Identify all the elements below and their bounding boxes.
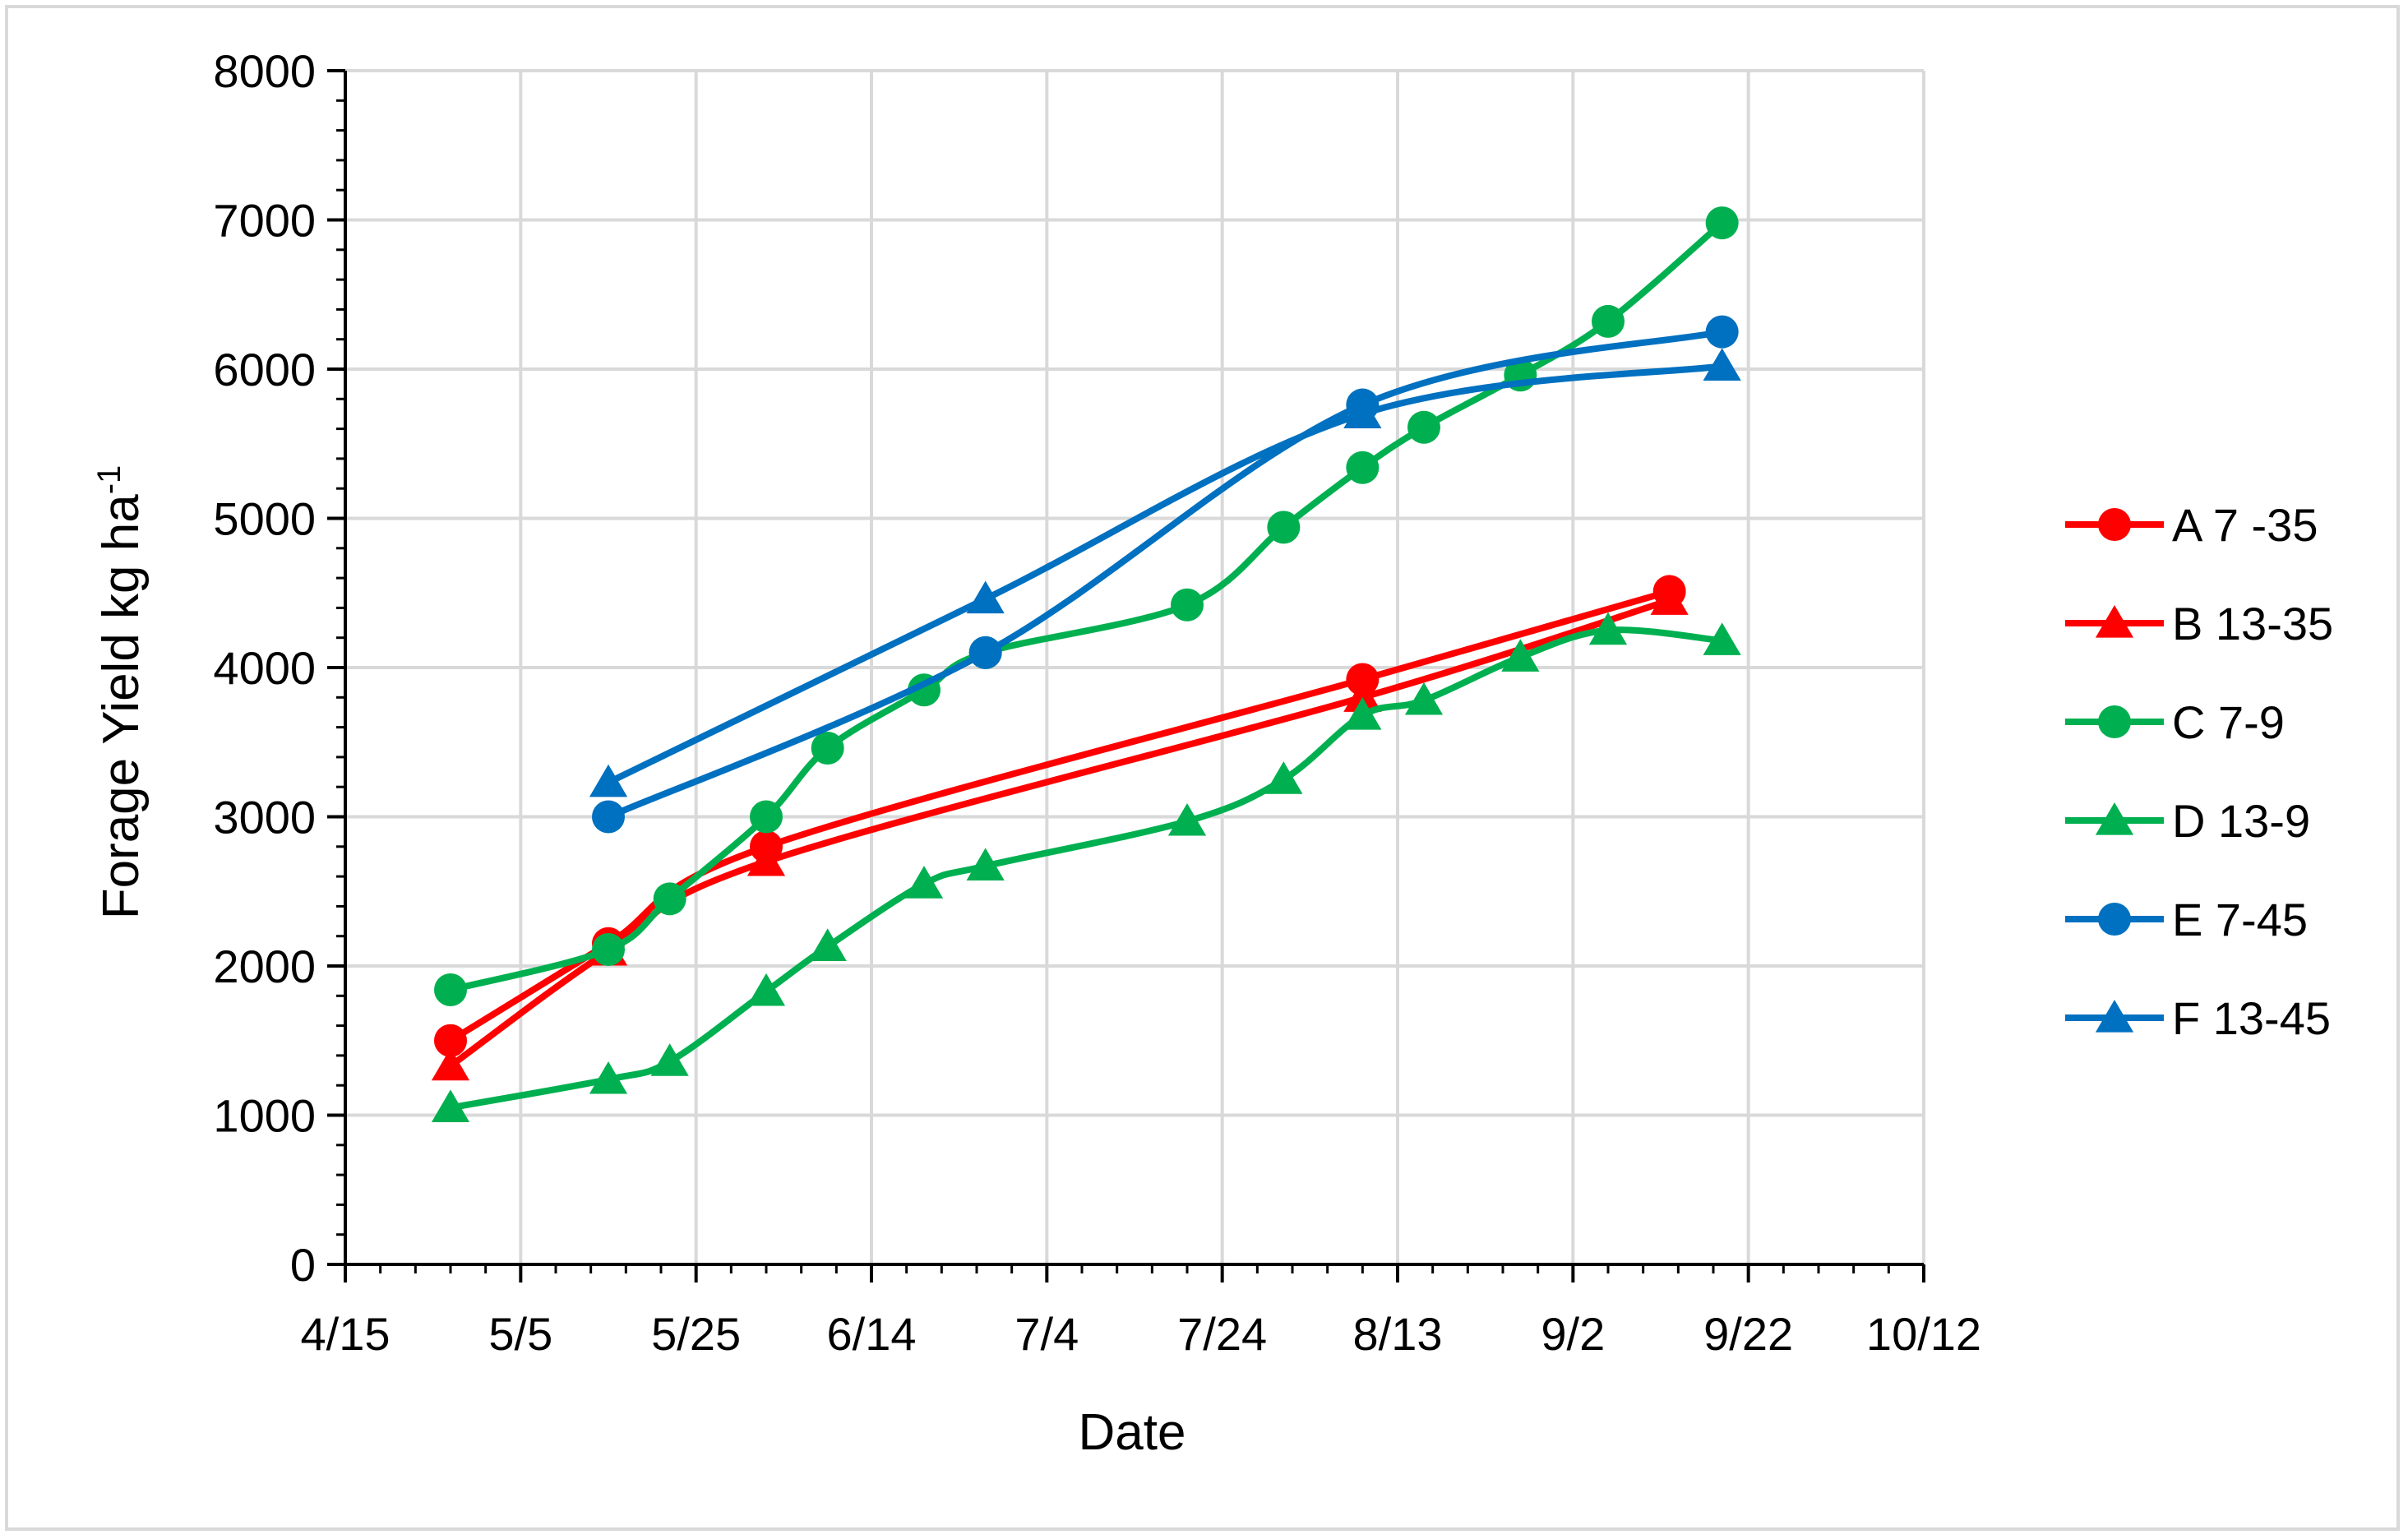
series-line-c-7-9 — [450, 220, 1725, 993]
y-tick-label: 4000 — [213, 642, 316, 694]
series-group — [431, 206, 1741, 1123]
data-point-e-7-45 — [968, 635, 1002, 669]
legend-label-c-7-9: C 7-9 — [2172, 696, 2285, 748]
series-line-e-7-45 — [607, 328, 1723, 820]
data-point-d-13-9 — [746, 973, 786, 1006]
data-point-b-13-35 — [746, 843, 786, 876]
axes: 0 1000 2000 3000 4000 5000 6000 7000 8000 4/15 5/5… — [213, 45, 1981, 1360]
data-point-b-13-35 — [1650, 582, 1689, 615]
axis-labels: Date Forage Yield kg ha-1 — [91, 465, 1186, 1461]
legend-marker-d-13-9 — [2095, 802, 2134, 835]
legend-label-f-13-45: F 13-45 — [2172, 992, 2331, 1044]
data-point-f-13-45 — [1343, 395, 1382, 429]
legend-label-a-7-35: A 7 -35 — [2172, 499, 2318, 551]
y-axis-title-superscript: -1 — [91, 465, 127, 495]
data-point-d-13-9 — [1167, 802, 1207, 836]
legend-marker-c-7-9 — [2098, 705, 2131, 738]
x-axis-title: Date — [1079, 1404, 1186, 1461]
y-axis-title-main: Forage Yield kg ha — [93, 494, 150, 920]
data-point-c-7-9 — [811, 732, 844, 765]
x-tick-label: 8/13 — [1353, 1308, 1443, 1360]
y-tick-label: 6000 — [213, 344, 316, 395]
data-point-d-13-9 — [808, 928, 847, 962]
data-point-e-7-45 — [592, 800, 625, 834]
x-tick-label: 9/22 — [1703, 1308, 1793, 1360]
data-point-d-13-9 — [1501, 639, 1540, 672]
data-point-c-7-9 — [592, 933, 625, 967]
data-point-c-7-9 — [1407, 410, 1440, 444]
x-tick-label: 5/5 — [488, 1308, 552, 1360]
data-point-d-13-9 — [966, 848, 1005, 880]
x-tick-label: 6/14 — [827, 1308, 917, 1360]
data-point-d-13-9 — [1588, 612, 1628, 645]
data-point-c-7-9 — [1346, 451, 1380, 484]
data-point-b-13-35 — [431, 1047, 470, 1081]
series-line-d-13-9 — [450, 626, 1723, 1112]
x-tick-label: 7/24 — [1177, 1308, 1267, 1360]
data-point-d-13-9 — [650, 1043, 689, 1076]
data-point-c-7-9 — [1267, 511, 1301, 544]
legend-label-b-13-35: B 13-35 — [2172, 598, 2333, 649]
data-point-c-7-9 — [1171, 588, 1204, 622]
series-line-b-13-35 — [448, 597, 1671, 1069]
data-point-c-7-9 — [1592, 304, 1625, 338]
data-point-d-13-9 — [904, 866, 944, 899]
y-tick-label: 1000 — [213, 1090, 316, 1142]
data-point-b-13-35 — [1343, 679, 1382, 712]
data-point-d-13-9 — [431, 1089, 470, 1123]
legend-marker-a-7-35 — [2098, 508, 2131, 541]
y-tick-label: 3000 — [213, 792, 316, 843]
data-point-c-7-9 — [434, 973, 467, 1007]
x-tick-label: 7/4 — [1015, 1308, 1079, 1360]
data-point-c-7-9 — [750, 800, 783, 834]
data-point-d-13-9 — [1264, 761, 1303, 794]
x-tick-label: 10/12 — [1866, 1308, 1981, 1360]
x-tick-label: 5/25 — [651, 1308, 741, 1360]
y-tick-label: 8000 — [213, 45, 316, 97]
data-point-d-13-9 — [1343, 697, 1382, 730]
legend-marker-e-7-45 — [2098, 903, 2131, 936]
y-tick-label: 5000 — [213, 493, 316, 545]
series-line-f-13-45 — [607, 363, 1723, 786]
y-tick-label: 7000 — [213, 195, 316, 247]
data-point-e-7-45 — [1705, 315, 1739, 349]
legend: A 7 -35 B 13-35 C 7-9 D 13-9 E 7-45 F 13-45 — [2065, 499, 2333, 1044]
chart-frame — [5, 5, 2400, 1531]
x-tick-label: 9/2 — [1541, 1308, 1605, 1360]
y-axis-title: Forage Yield kg ha-1 — [91, 465, 150, 920]
data-point-c-7-9 — [653, 882, 686, 916]
y-tick-label: 0 — [290, 1239, 316, 1291]
legend-marker-b-13-35 — [2095, 605, 2134, 638]
data-point-f-13-45 — [966, 580, 1005, 614]
data-point-f-13-45 — [589, 764, 628, 797]
legend-marker-f-13-45 — [2095, 1000, 2134, 1033]
data-point-d-13-9 — [589, 1061, 628, 1094]
x-tick-label: 4/15 — [301, 1308, 391, 1360]
legend-label-e-7-45: E 7-45 — [2172, 894, 2308, 945]
data-point-f-13-45 — [1703, 348, 1741, 381]
data-point-d-13-9 — [1703, 622, 1741, 655]
y-tick-label: 2000 — [213, 940, 316, 992]
legend-label-d-13-9: D 13-9 — [2172, 795, 2310, 847]
data-point-a-7-35 — [434, 1024, 467, 1057]
data-point-d-13-9 — [1404, 682, 1444, 715]
data-point-c-7-9 — [1705, 206, 1739, 240]
